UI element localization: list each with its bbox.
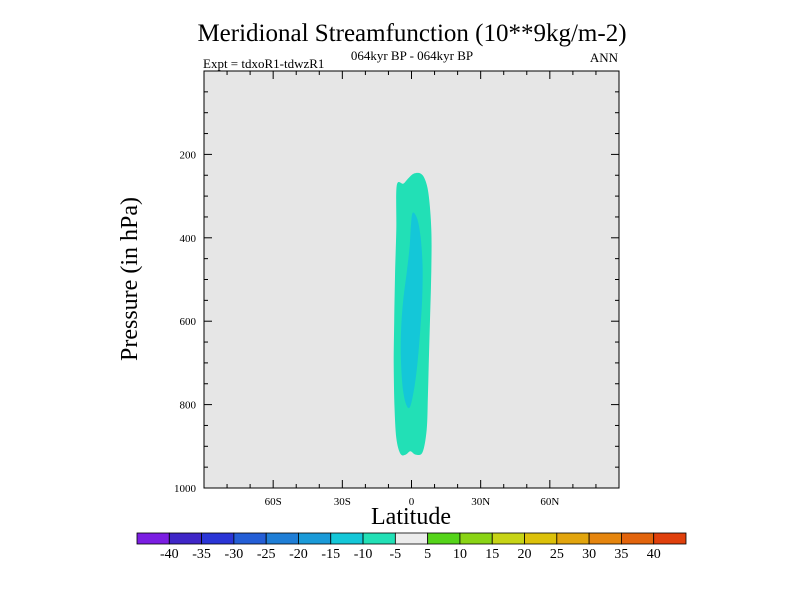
colorbar-label: 35 [614,547,628,562]
colorbar-swatch [168,532,202,545]
colorbar-swatch [201,532,235,545]
colorbar: -40 -35 -30 -25 -20 -15 -10 -5 5 10 15 20 25 30 35 40 [136,532,687,562]
chart-subtitle-center: 064kyr BP - 064kyr BP [351,48,473,63]
colorbar-label: 30 [582,547,596,562]
y-tick-label: 1000 [174,483,197,495]
y-axis-ticks: 200 400 600 800 1000 [174,149,619,495]
colorbar-label: -10 [354,547,373,562]
y-axis-title: Pressure (in hPa) [117,197,143,361]
colorbar-label: -5 [390,547,402,562]
contour-layer [393,172,432,456]
colorbar-label: 10 [453,547,467,562]
colorbar-swatch [265,532,299,545]
colorbar-swatch [621,532,655,545]
y-tick-label: 600 [180,316,197,328]
x-tick-label: 60N [540,496,559,508]
colorbar-swatch [136,532,170,545]
colorbar-label: 40 [647,547,661,562]
colorbar-label: 5 [424,547,431,562]
colorbar-swatch [556,532,590,545]
x-axis-title: Latitude [371,504,451,530]
colorbar-swatch [298,532,332,545]
colorbar-swatch [588,532,622,545]
inner-contour [400,212,423,409]
x-tick-label: 30N [471,496,490,508]
colorbar-swatch [233,532,267,545]
x-tick-label: 0 [409,496,415,508]
colorbar-label: -20 [289,547,308,562]
x-tick-label: 60S [265,496,282,508]
colorbar-label: -15 [321,547,340,562]
chart-subtitle-left: Expt = tdxoR1-tdwzR1 [203,56,324,71]
colorbar-swatch [362,532,396,545]
y-tick-label: 800 [180,400,197,412]
chart-subtitle-right: ANN [590,50,619,65]
chart-title: Meridional Streamfunction (10**9kg/m-2) [197,20,626,47]
y-tick-label: 200 [180,149,197,161]
colorbar-label: -35 [192,547,211,562]
colorbar-label: 25 [550,547,564,562]
colorbar-label: -40 [160,547,179,562]
colorbar-swatch [330,532,364,545]
colorbar-swatch [653,532,687,545]
colorbar-swatch [427,532,461,545]
y-tick-label: 400 [180,233,197,245]
colorbar-label: -30 [225,547,244,562]
colorbar-label: -25 [257,547,276,562]
x-axis-ticks: 60S 30S 0 30N 60N [265,71,559,508]
colorbar-label: 15 [485,547,499,562]
x-tick-label: 30S [334,496,351,508]
colorbar-swatch [491,532,525,545]
colorbar-swatch [459,532,493,545]
colorbar-swatch [394,532,429,545]
minor-ticks [204,71,619,488]
colorbar-label: 20 [518,547,532,562]
colorbar-swatch [524,532,558,545]
